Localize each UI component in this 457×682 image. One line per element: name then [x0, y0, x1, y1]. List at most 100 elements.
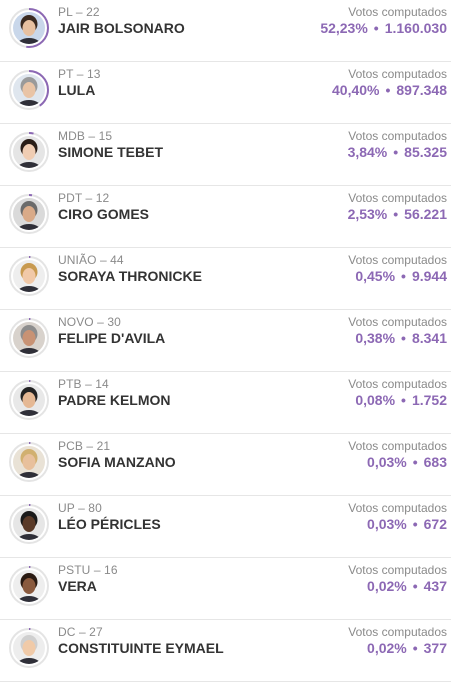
- vote-stats: 0,08% • 1.752: [355, 392, 447, 408]
- votes-counted-label: Votos computados: [348, 377, 447, 391]
- candidate-row[interactable]: PL – 22 JAIR BOLSONARO Votos computados 52,…: [0, 0, 451, 62]
- vote-stats: 2,53% • 56.221: [348, 206, 447, 222]
- vote-share-ring: [9, 566, 49, 606]
- candidate-avatar: [8, 379, 50, 421]
- party-number: UP – 80: [58, 501, 102, 515]
- vote-share-ring: [9, 380, 49, 420]
- party-number: DC – 27: [58, 625, 103, 639]
- vote-count: 8.341: [411, 330, 447, 346]
- candidate-avatar: [8, 441, 50, 483]
- vote-count: 1.160.030: [384, 20, 447, 36]
- votes-counted-label: Votos computados: [348, 129, 447, 143]
- person-photo-icon: [9, 628, 49, 668]
- candidate-name: LÉO PÉRICLES: [58, 516, 161, 532]
- separator-dot: •: [393, 144, 399, 160]
- vote-percentage: 2,53%: [347, 206, 388, 222]
- party-number: PT – 13: [58, 67, 101, 81]
- party-number: UNIÃO – 44: [58, 253, 124, 267]
- candidate-avatar: [8, 69, 50, 111]
- candidate-row[interactable]: MDB – 15 SIMONE TEBET Votos computados 3,84…: [0, 124, 451, 186]
- candidate-name: VERA: [58, 578, 97, 594]
- vote-share-ring: [9, 442, 49, 482]
- candidate-name: SIMONE TEBET: [58, 144, 164, 160]
- vote-percentage: 0,02%: [367, 578, 407, 594]
- candidate-avatar: [8, 627, 50, 669]
- candidate-row[interactable]: DC – 27 CONSTITUINTE EYMAEL Votos computad…: [0, 620, 451, 682]
- vote-stats: 0,45% • 9.944: [355, 268, 447, 284]
- candidate-row[interactable]: PT – 13 LULA Votos computados 40,40% • 897.34…: [0, 62, 451, 124]
- candidate-row[interactable]: PSTU – 16 VERA Votos computados 0,02% • 437: [0, 558, 451, 620]
- separator-dot: •: [393, 206, 399, 222]
- vote-share-ring: [9, 132, 49, 172]
- vote-stats: 0,03% • 683: [367, 454, 447, 470]
- separator-dot: •: [401, 330, 406, 346]
- candidate-name: PADRE KELMON: [58, 392, 171, 408]
- candidate-name: FELIPE D'AVILA: [58, 330, 166, 346]
- vote-count: 683: [423, 454, 447, 470]
- person-photo-icon: [9, 8, 49, 48]
- vote-percentage: 0,45%: [355, 268, 396, 284]
- vote-stats: 0,03% • 672: [367, 516, 447, 532]
- candidate-avatar: [8, 565, 50, 607]
- vote-count: 672: [423, 516, 447, 532]
- candidate-name: CIRO GOMES: [58, 206, 150, 222]
- separator-dot: •: [373, 20, 379, 36]
- separator-dot: •: [412, 516, 418, 532]
- vote-count: 56.221: [404, 206, 447, 222]
- candidate-row[interactable]: PCB – 21 SOFIA MANZANO Votos computados 0,0…: [0, 434, 451, 496]
- vote-count: 1.752: [411, 392, 447, 408]
- vote-stats: 3,84% • 85.325: [348, 144, 447, 160]
- candidate-avatar: [8, 7, 50, 49]
- vote-share-ring: [9, 504, 49, 544]
- votes-counted-label: Votos computados: [348, 439, 447, 453]
- vote-share-ring: [9, 628, 49, 668]
- vote-share-ring: [9, 318, 49, 358]
- vote-percentage: 0,08%: [355, 392, 396, 408]
- party-number: PL – 22: [58, 5, 100, 19]
- candidate-name: LULA: [58, 82, 96, 98]
- vote-share-ring: [9, 194, 49, 234]
- votes-counted-label: Votos computados: [348, 253, 447, 267]
- separator-dot: •: [401, 392, 406, 408]
- vote-share-ring: [9, 70, 49, 110]
- vote-count: 9.944: [411, 268, 447, 284]
- votes-counted-label: Votos computados: [348, 191, 447, 205]
- candidate-name: SOFIA MANZANO: [58, 454, 176, 470]
- vote-percentage: 52,23%: [320, 20, 368, 36]
- party-number: PDT – 12: [58, 191, 110, 205]
- person-photo-icon: [9, 70, 49, 110]
- candidate-row[interactable]: PTB – 14 PADRE KELMON Votos computados 0,08…: [0, 372, 451, 434]
- party-number: PCB – 21: [58, 439, 111, 453]
- person-photo-icon: [9, 442, 49, 482]
- candidate-avatar: [8, 317, 50, 359]
- candidate-avatar: [8, 503, 50, 545]
- person-photo-icon: [9, 566, 49, 606]
- candidate-row[interactable]: PDT – 12 CIRO GOMES Votos computados 2,53% •…: [0, 186, 451, 248]
- votes-counted-label: Votos computados: [348, 563, 447, 577]
- candidate-name: SORAYA THRONICKE: [58, 268, 202, 284]
- party-number: PSTU – 16: [58, 563, 118, 577]
- candidate-row[interactable]: UNIÃO – 44 SORAYA THRONICKE Votos computad…: [0, 248, 451, 310]
- candidate-avatar: [8, 255, 50, 297]
- vote-stats: 0,02% • 437: [367, 578, 447, 594]
- person-photo-icon: [9, 194, 49, 234]
- candidate-row[interactable]: UP – 80 LÉO PÉRICLES Votos computados 0,03%…: [0, 496, 451, 558]
- vote-percentage: 40,40%: [332, 82, 380, 98]
- votes-counted-label: Votos computados: [348, 501, 447, 515]
- candidate-row[interactable]: NOVO – 30 FELIPE D'AVILA Votos computados 0…: [0, 310, 451, 372]
- vote-share-ring: [9, 256, 49, 296]
- party-number: NOVO – 30: [58, 315, 121, 329]
- person-photo-icon: [9, 256, 49, 296]
- vote-stats: 40,40% • 897.348: [332, 82, 447, 98]
- vote-percentage: 0,03%: [367, 516, 407, 532]
- vote-percentage: 0,02%: [367, 640, 407, 656]
- votes-counted-label: Votos computados: [348, 67, 447, 81]
- votes-counted-label: Votos computados: [348, 625, 447, 639]
- candidate-avatar: [8, 193, 50, 235]
- person-photo-icon: [9, 504, 49, 544]
- vote-count: 85.325: [404, 144, 447, 160]
- vote-percentage: 0,38%: [355, 330, 396, 346]
- separator-dot: •: [412, 578, 418, 594]
- separator-dot: •: [385, 82, 391, 98]
